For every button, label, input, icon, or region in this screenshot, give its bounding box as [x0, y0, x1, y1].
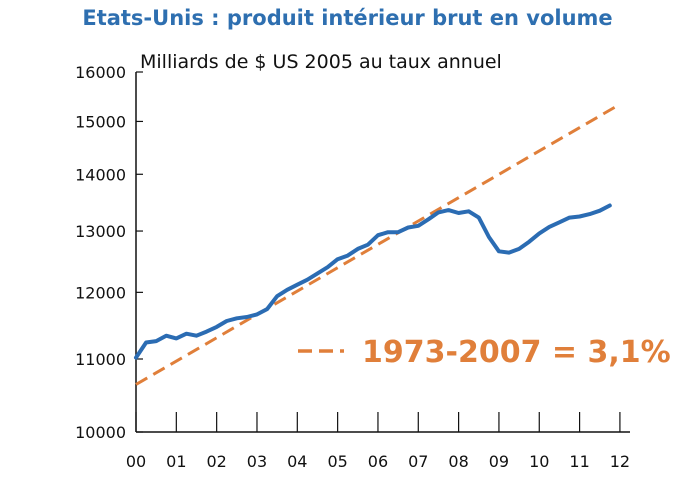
x-tick-label: 06	[368, 452, 388, 471]
chart-subtitle: Milliards de $ US 2005 au taux annuel	[140, 51, 502, 73]
x-tick-label: 02	[206, 452, 226, 471]
x-tick-label: 00	[126, 452, 146, 471]
trend-annotation: 1973-2007 = 3,1%	[298, 335, 671, 370]
y-tick-label: 13000	[75, 222, 126, 241]
gdp-series-line	[134, 203, 612, 360]
x-tick-label: 05	[327, 452, 347, 471]
x-tick-label: 03	[247, 452, 267, 471]
x-tick-label: 04	[287, 452, 307, 471]
y-tick-label: 12000	[75, 283, 126, 302]
trend-annotation-label: 1973-2007 = 3,1%	[362, 335, 671, 370]
axes	[135, 71, 630, 433]
trend-group	[135, 102, 621, 386]
x-tick-label: 12	[610, 452, 630, 471]
x-tick-label: 09	[489, 452, 509, 471]
y-tick-label: 10000	[75, 423, 126, 442]
series-group	[134, 203, 612, 360]
x-tick-label: 08	[448, 452, 468, 471]
x-tick-label: 10	[529, 452, 549, 471]
y-tick-label: 15000	[75, 112, 126, 131]
y-tick-label: 14000	[75, 165, 126, 184]
x-tick-label: 01	[166, 452, 186, 471]
y-tick-label: 16000	[75, 63, 126, 82]
x-tick-label: 07	[408, 452, 428, 471]
y-tick-labels: 10000 11000 12000 13000 14000 15000 16000	[75, 63, 126, 442]
y-tick-label: 11000	[75, 350, 126, 369]
x-tick-labels: 00 01 02 03 04 05 06 07 08 09 10 11 12	[126, 452, 630, 471]
chart-title: Etats-Unis : produit intérieur brut en v…	[82, 6, 613, 30]
x-tick-label: 11	[569, 452, 589, 471]
trend-line	[135, 102, 621, 386]
